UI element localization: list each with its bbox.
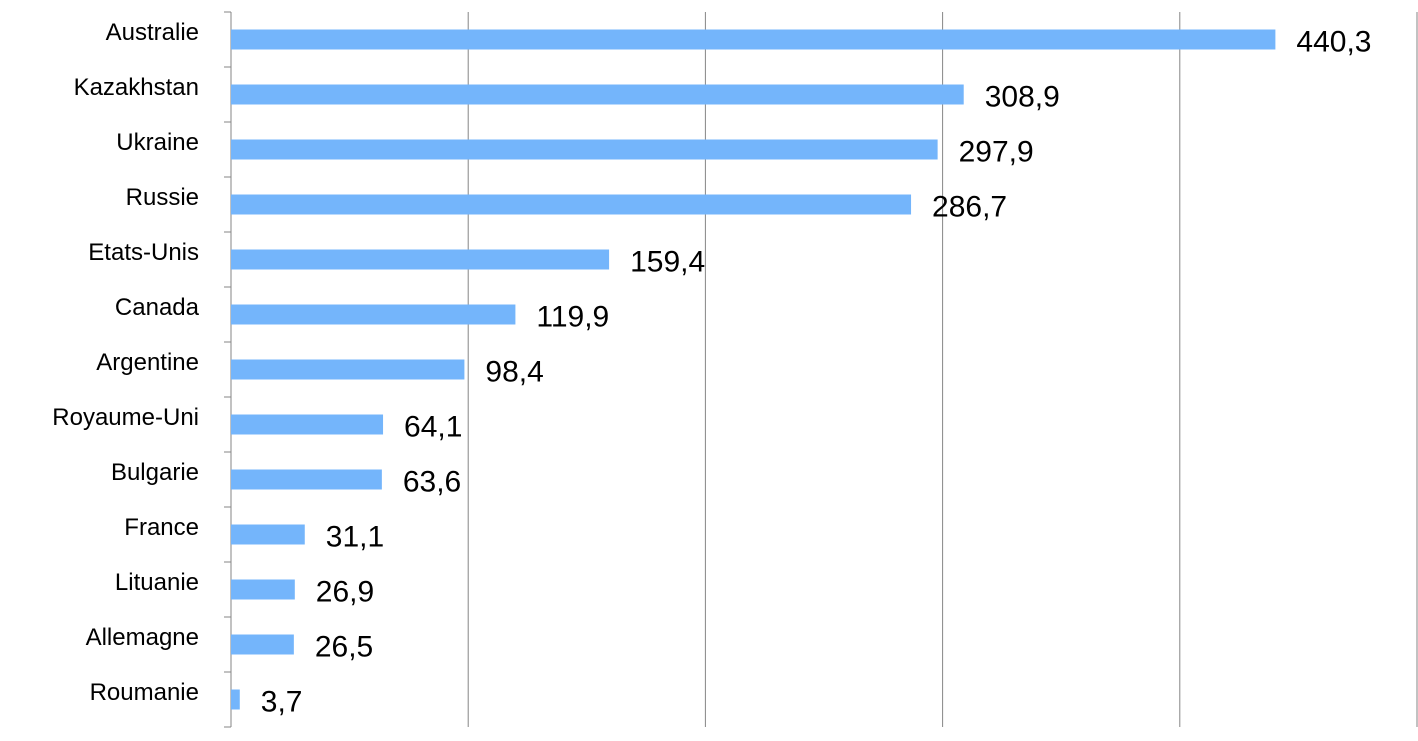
bar <box>231 469 382 490</box>
value-label: 26,9 <box>316 575 374 608</box>
bar <box>231 524 305 545</box>
bar <box>231 304 516 325</box>
value-label: 63,6 <box>403 465 461 498</box>
y-tick-label: Ukraine <box>116 129 199 156</box>
y-tick-label: France <box>124 514 199 541</box>
bar <box>231 194 912 215</box>
bar <box>231 84 964 105</box>
value-label: 3,7 <box>261 685 303 718</box>
y-tick-label: Bulgarie <box>111 459 199 486</box>
value-label: 98,4 <box>485 355 543 388</box>
y-tick-label: Etats-Unis <box>88 239 199 266</box>
y-tick-label: Royaume-Uni <box>52 404 199 431</box>
y-tick-label: Australie <box>106 19 199 46</box>
y-tick-label: Roumanie <box>90 679 199 706</box>
y-tick-label: Kazakhstan <box>74 74 199 101</box>
bar <box>231 634 294 655</box>
value-label: 297,9 <box>959 135 1034 168</box>
y-tick-label: Canada <box>115 294 200 321</box>
value-label: 159,4 <box>630 245 705 278</box>
bar <box>231 414 384 435</box>
y-tick-label: Argentine <box>96 349 199 376</box>
value-label: 31,1 <box>326 520 384 553</box>
y-tick-label: Lituanie <box>115 569 199 596</box>
y-tick-label: Allemagne <box>86 624 199 651</box>
bar <box>231 359 465 380</box>
bar <box>231 579 295 600</box>
bar <box>231 689 240 710</box>
bar <box>231 249 610 270</box>
value-label: 286,7 <box>932 190 1007 223</box>
value-label: 64,1 <box>404 410 462 443</box>
y-tick-label: Russie <box>126 184 199 211</box>
value-label: 26,5 <box>315 630 373 663</box>
value-label: 119,9 <box>536 300 609 333</box>
bar <box>231 139 938 160</box>
value-label: 308,9 <box>985 80 1060 113</box>
bar <box>231 29 1276 50</box>
value-label: 440,3 <box>1296 25 1371 58</box>
